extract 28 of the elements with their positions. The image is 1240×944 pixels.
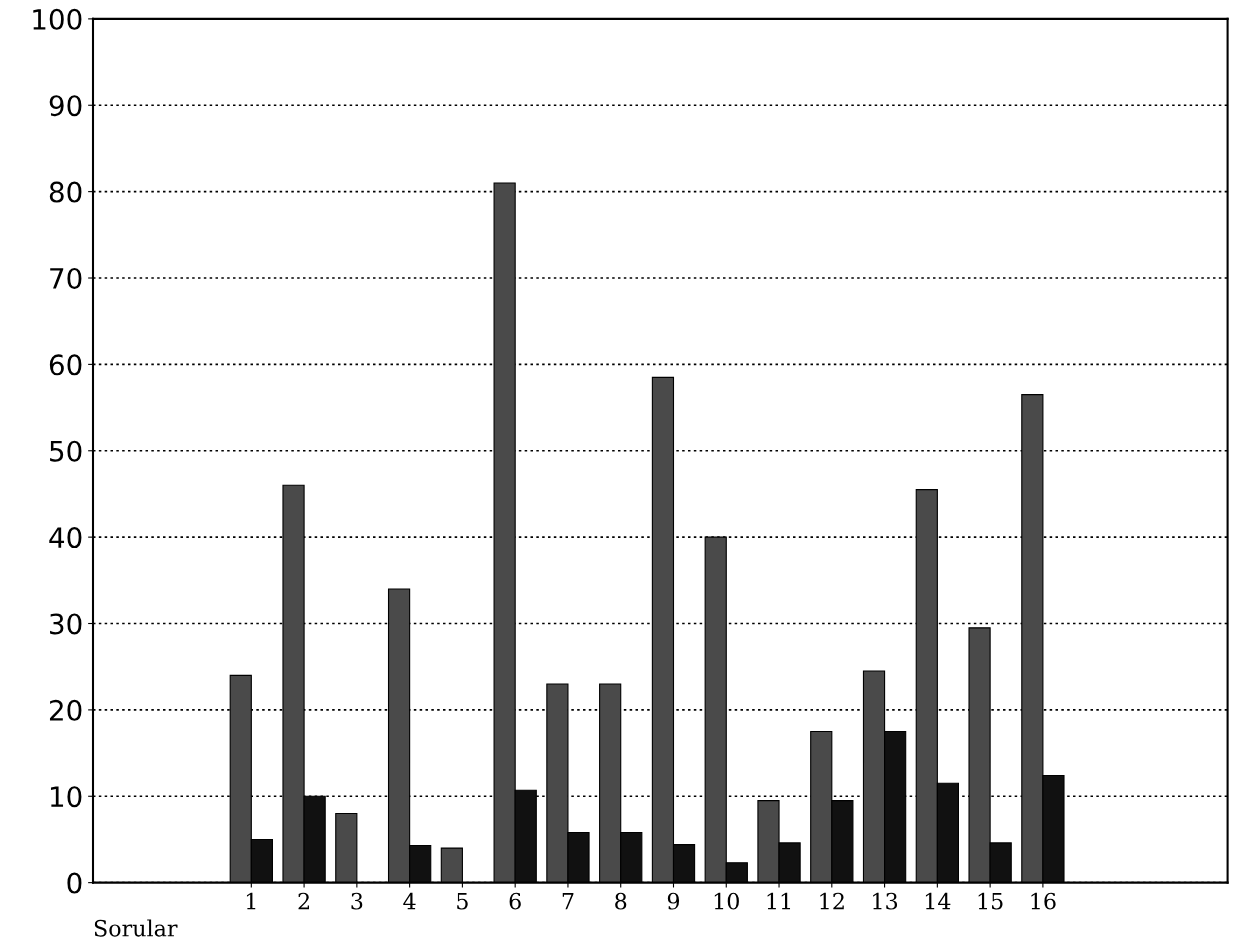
x-tick-label: 15 [978,892,1003,910]
x-tick-label: 6 [509,892,521,910]
x-tick-label: 10 [714,892,739,910]
y-tick-label: 50 [50,440,82,462]
x-tick-label: 13 [873,892,898,910]
y-tick-label: 30 [50,613,82,635]
x-tick-label: 14 [925,892,951,910]
x-tick-label: 12 [820,892,844,910]
x-tick-label: 1 [246,892,256,910]
x-tick-label: 4 [403,892,416,910]
x-tick-label: 3 [351,892,363,910]
x-tick-label: 11 [767,892,791,910]
y-tick-label: 60 [49,354,82,376]
x-tick-label: 8 [615,892,627,910]
y-tick-label: 80 [49,181,82,203]
x-tick-label: 5 [457,893,468,910]
x-tick-label: 16 [1031,892,1056,910]
x-tick-label: 7 [562,893,574,910]
y-tick-label: 90 [49,95,82,117]
y-tick-label: 40 [49,527,82,549]
x-axis-title: Sorular [94,919,178,937]
y-tick-label: 0 [67,872,82,894]
x-tick-label: 2 [298,892,309,910]
y-tick-label: 20 [49,699,82,721]
y-tick-label: 100 [33,8,82,30]
y-tick-label: 70 [50,267,82,289]
x-tick-label: 9 [667,892,680,910]
y-tick-label: 10 [50,786,82,808]
